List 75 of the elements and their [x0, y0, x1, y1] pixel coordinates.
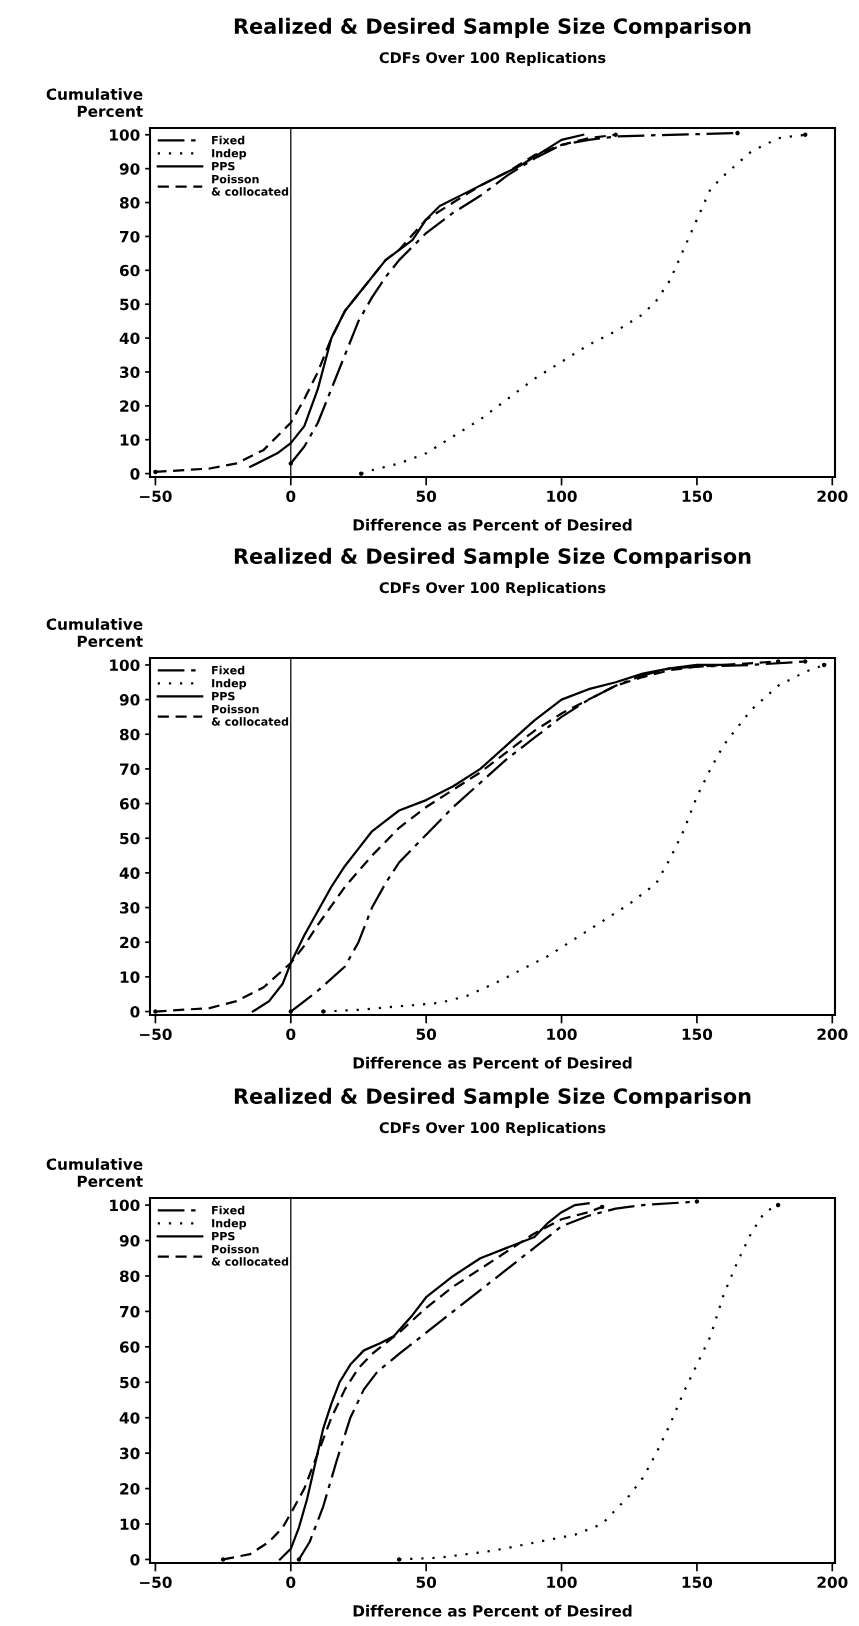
- legend-label: Fixed: [212, 135, 245, 145]
- x-tick-label: −50: [140, 1576, 172, 1589]
- y-tick-label: 20: [120, 936, 140, 949]
- x-axis-title: Difference as Percent of Desired: [353, 1604, 632, 1617]
- y-axis-title: Cumulative Percent: [46, 88, 143, 118]
- x-tick-label: 100: [547, 1028, 577, 1041]
- legend-label: Poisson & collocated: [211, 704, 289, 726]
- y-tick-label: 20: [120, 400, 140, 412]
- y-tick-label: 70: [120, 1305, 140, 1318]
- x-tick-label: 0: [286, 1576, 296, 1589]
- legend-label: PPS: [212, 161, 235, 171]
- y-tick-label: 30: [120, 1447, 140, 1460]
- y-tick-label: 80: [119, 728, 140, 741]
- chart-subtitle: CDFs Over 100 Replications: [379, 581, 606, 596]
- y-tick-label: 70: [120, 230, 140, 243]
- x-tick-label: 150: [682, 490, 713, 503]
- x-tick-label: −50: [140, 490, 172, 503]
- y-tick-label: 30: [120, 902, 140, 914]
- y-tick-label: 10: [120, 434, 140, 446]
- y-tick-label: 0: [130, 1006, 140, 1018]
- y-tick-label: 50: [120, 832, 140, 845]
- x-axis-title: Difference as Percent of Desired: [353, 1056, 632, 1069]
- x-tick-label: 200: [817, 1576, 848, 1589]
- x-tick-label: 200: [817, 490, 848, 503]
- legend-label: Indep: [212, 1218, 247, 1230]
- y-tick-label: 30: [120, 366, 140, 378]
- y-tick-label: 10: [120, 971, 140, 983]
- y-tick-label: 0: [130, 468, 140, 480]
- x-axis-title: Difference as Percent of Desired: [353, 518, 632, 531]
- x-tick-label: 50: [416, 1028, 437, 1041]
- legend-label: Poisson & collocated: [211, 1244, 289, 1266]
- y-tick-label: 40: [119, 332, 140, 345]
- y-axis-title: Cumulative Percent: [46, 618, 143, 648]
- y-tick-label: 90: [119, 1234, 140, 1247]
- x-tick-label: 100: [547, 490, 577, 503]
- legend-label: PPS: [212, 1231, 235, 1241]
- y-tick-label: 0: [130, 1553, 140, 1566]
- legend-label: Fixed: [212, 665, 245, 675]
- y-tick-label: 40: [119, 1412, 140, 1424]
- y-tick-label: 80: [119, 1270, 140, 1282]
- x-tick-label: 200: [817, 1028, 848, 1041]
- y-tick-label: 10: [120, 1518, 140, 1531]
- y-tick-label: 60: [119, 1341, 140, 1353]
- y-tick-label: 100: [110, 1199, 140, 1212]
- y-tick-label: 100: [110, 659, 140, 671]
- x-tick-label: 0: [286, 1028, 296, 1041]
- chart-title: Realized & Desired Sample Size Comparison: [234, 547, 751, 568]
- y-tick-label: 100: [110, 129, 140, 141]
- chart-title: Realized & Desired Sample Size Comparison: [234, 1087, 751, 1108]
- legend-label: Fixed: [212, 1205, 245, 1215]
- y-tick-label: 50: [120, 298, 140, 311]
- x-tick-label: 150: [682, 1576, 713, 1589]
- legend-label: Poisson & collocated: [211, 174, 289, 196]
- legend-label: Indep: [212, 678, 247, 690]
- x-tick-label: 50: [416, 1576, 437, 1589]
- y-tick-label: 20: [120, 1483, 140, 1495]
- y-tick-label: 70: [120, 763, 140, 775]
- x-tick-label: 50: [416, 490, 437, 503]
- x-tick-label: 150: [682, 1028, 713, 1041]
- x-tick-label: −50: [140, 1028, 172, 1041]
- y-axis-title: Cumulative Percent: [46, 1158, 143, 1188]
- chart-subtitle: CDFs Over 100 Replications: [379, 1121, 606, 1136]
- y-tick-label: 60: [119, 798, 140, 810]
- y-tick-label: 80: [119, 197, 140, 209]
- legend-label: PPS: [212, 691, 235, 701]
- x-tick-label: 100: [547, 1576, 577, 1589]
- y-tick-label: 90: [119, 694, 140, 706]
- chart-subtitle: CDFs Over 100 Replications: [379, 51, 606, 66]
- x-tick-label: 0: [286, 490, 296, 503]
- y-tick-label: 90: [119, 163, 140, 175]
- y-tick-label: 40: [119, 867, 140, 879]
- y-tick-label: 60: [119, 264, 140, 277]
- chart-title: Realized & Desired Sample Size Comparison: [234, 17, 751, 38]
- y-tick-label: 50: [120, 1376, 140, 1389]
- legend-label: Indep: [212, 148, 247, 160]
